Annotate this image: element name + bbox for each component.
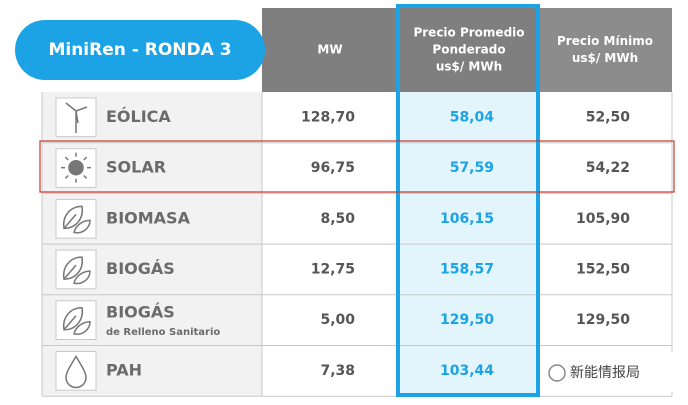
icon-part [83,156,88,161]
min-cell: 52,50 [586,109,631,125]
column-header: us$/ MWh [436,60,502,74]
icon-part [65,102,88,133]
watermark-icon [548,364,566,382]
icon-box [55,300,97,340]
icon [62,256,91,285]
icon-part [62,307,91,335]
watermark: 新能情报局 [570,365,640,381]
icon [65,102,88,133]
icon-part [62,205,91,234]
avg-cell: 158,57 [440,261,494,277]
icon-part [68,159,84,176]
row-name: PAH [106,360,142,379]
min-cell: 152,50 [576,261,630,277]
icon [62,307,91,335]
icon [62,205,91,234]
selection-outline [39,140,675,193]
row-name: BIOGÁS [106,259,175,278]
icon-part [62,256,91,285]
column-header: us$/ MWh [572,51,638,65]
icon-part [64,156,69,161]
icon-part [64,174,69,179]
row-name: BIOGÁS [106,303,175,322]
mw-cell: 8,50 [320,211,355,227]
avg-cell: 58,04 [450,109,495,125]
watermark-bg [540,352,680,392]
icon-part [65,355,87,389]
row-name: BIOMASA [106,208,191,227]
mw-cell: 5,00 [320,312,355,328]
row-name: EÓLICA [106,107,171,126]
column-header: Ponderado [432,43,505,57]
avg-cell: 103,44 [440,363,494,379]
min-cell: 54,22 [586,160,630,176]
icon [61,152,91,183]
row-note: de Relleno Sanitario [106,327,220,338]
avg-cell: 106,15 [440,211,494,227]
highlight-frame [396,4,540,397]
column-header: Precio Mínimo [557,34,653,48]
icon [65,355,87,389]
mw-cell: 96,75 [311,160,355,176]
mw-cell: 7,38 [320,363,355,379]
title: MiniRen - RONDA 3 [48,40,231,60]
column-header: Precio Promedio [413,26,524,40]
column-header: MW [317,43,342,57]
title-pill [15,20,265,80]
min-cell: 129,50 [576,312,630,328]
avg-cell: 57,59 [450,160,494,176]
icon-part [83,174,88,179]
header-band [540,8,672,92]
mw-cell: 128,70 [301,109,355,125]
min-cell: 105,90 [576,211,630,227]
icon-box [55,249,97,290]
icon-box [55,198,97,239]
row-name: SOLAR [106,158,166,177]
avg-cell: 129,50 [440,312,494,328]
mw-cell: 12,75 [311,261,355,277]
